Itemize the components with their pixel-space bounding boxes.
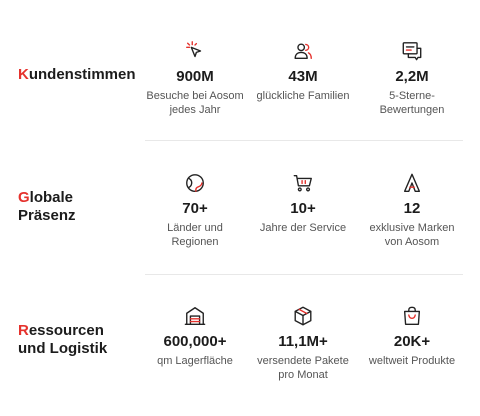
section-title: Globale Präsenz bbox=[18, 189, 76, 225]
label-line: exklusive Marken bbox=[369, 222, 455, 234]
label-line: von Aosom bbox=[384, 236, 440, 248]
package-icon bbox=[294, 306, 312, 326]
label-line: Bewertungen bbox=[379, 104, 445, 116]
stat-value: 12 bbox=[403, 200, 421, 217]
stat-value: 11,1M+ bbox=[278, 333, 328, 350]
label-line: weltweit Produkte bbox=[368, 355, 456, 367]
title-initial: G bbox=[18, 189, 30, 206]
label-line: qm Lagerfläche bbox=[157, 355, 233, 367]
stat-packages: 11,1M+ versendete Pakete pro Monat bbox=[248, 305, 358, 382]
review-chat-icon bbox=[402, 42, 422, 61]
stat-brands: 12 exklusive Marken von Aosom bbox=[357, 172, 467, 249]
label-line: 5-Sterne- bbox=[389, 90, 435, 102]
label-line: Länder und bbox=[167, 222, 223, 234]
stat-value: 10+ bbox=[290, 200, 316, 217]
globe-icon bbox=[186, 174, 204, 192]
section-divider bbox=[145, 274, 463, 275]
users-icon bbox=[294, 43, 312, 60]
stat-label: weltweit Produkte bbox=[357, 354, 467, 368]
stat-label: glückliche Familien bbox=[248, 89, 358, 103]
stat-value: 20K+ bbox=[393, 333, 431, 350]
stat-label: Jahre der Service bbox=[248, 221, 358, 235]
stat-warehouse: 600,000+ qm Lagerfläche bbox=[140, 305, 250, 368]
title-line-1: Ressourcen bbox=[18, 322, 107, 340]
shopping-cart-icon bbox=[293, 174, 312, 192]
title-line-2: Präsenz bbox=[18, 207, 76, 224]
stat-value: 900M bbox=[176, 68, 214, 85]
label-line: Besuche bei Aosom bbox=[146, 90, 244, 102]
stat-products: 20K+ weltweit Produkte bbox=[357, 305, 467, 368]
warehouse-icon bbox=[184, 307, 206, 325]
section-globale-praesenz: Globale Präsenz 70+ Länder und Regionen … bbox=[0, 141, 480, 274]
stat-families: 43M glückliche Familien bbox=[248, 40, 358, 103]
title-initial: R bbox=[18, 322, 29, 339]
title-rest: undenstimmen bbox=[28, 66, 136, 83]
stat-value: 70+ bbox=[182, 200, 208, 217]
title-line-1: Globale bbox=[18, 189, 76, 207]
title-rest: lobale bbox=[29, 189, 74, 206]
title-rest: essourcen bbox=[28, 322, 104, 339]
stat-label: Besuche bei Aosom jedes Jahr bbox=[140, 89, 250, 117]
label-line: glückliche Familien bbox=[256, 90, 350, 102]
stat-value: 600,000+ bbox=[163, 333, 227, 350]
stat-label: 5-Sterne- Bewertungen bbox=[357, 89, 467, 117]
stat-label: qm Lagerfläche bbox=[140, 354, 250, 368]
section-ressourcen-logistik: Ressourcen und Logistik 600,000+ qm Lage… bbox=[0, 275, 480, 416]
stat-label: exklusive Marken von Aosom bbox=[357, 221, 467, 249]
stat-countries: 70+ Länder und Regionen bbox=[140, 172, 250, 249]
stat-label: versendete Pakete pro Monat bbox=[248, 354, 358, 382]
section-kundenstimmen: Kundenstimmen 900M Besuche bei Aosom jed… bbox=[0, 0, 480, 140]
stat-value: 2,2M bbox=[395, 68, 429, 85]
stat-reviews: 2,2M 5-Sterne- Bewertungen bbox=[357, 40, 467, 117]
label-line: pro Monat bbox=[278, 369, 328, 381]
click-sparkle-icon bbox=[186, 41, 202, 58]
stat-visits: 900M Besuche bei Aosom jedes Jahr bbox=[140, 40, 250, 117]
section-title: Kundenstimmen bbox=[18, 66, 136, 84]
brand-a-icon bbox=[403, 173, 421, 192]
label-line: jedes Jahr bbox=[169, 104, 221, 116]
label-line: Jahre der Service bbox=[259, 222, 347, 234]
shopping-bag-icon bbox=[403, 306, 421, 325]
stat-label: Länder und Regionen bbox=[140, 221, 250, 249]
stat-service-years: 10+ Jahre der Service bbox=[248, 172, 358, 235]
section-title: Ressourcen und Logistik bbox=[18, 322, 107, 358]
title-line-2: und Logistik bbox=[18, 340, 108, 357]
section-divider bbox=[145, 140, 463, 141]
label-line: versendete Pakete bbox=[257, 355, 349, 367]
title-initial: K bbox=[18, 66, 29, 83]
label-line: Regionen bbox=[171, 236, 219, 248]
stat-value: 43M bbox=[288, 68, 318, 85]
